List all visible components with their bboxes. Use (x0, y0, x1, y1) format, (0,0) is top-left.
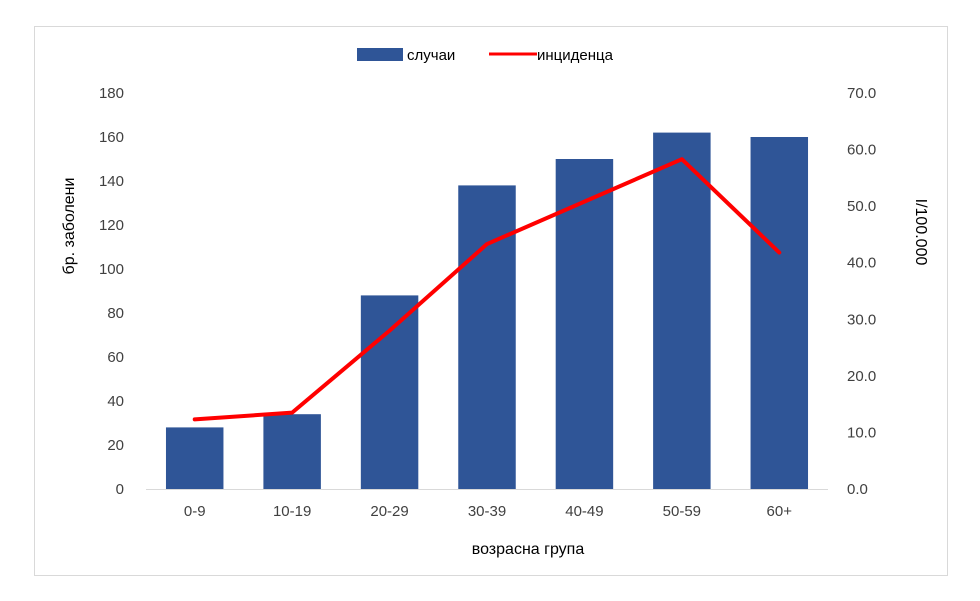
y-axis-right-title: I/100.000 (912, 199, 929, 266)
x-tick-label: 10-19 (273, 503, 311, 520)
x-tick-label: 20-29 (370, 503, 408, 520)
bar-60+ (750, 137, 809, 489)
x-tick-label: 30-39 (468, 503, 506, 520)
y-tick-label-left: 120 (99, 217, 124, 234)
x-axis-title: возрасна група (472, 541, 585, 558)
legend-label-incidence: инциденца (537, 47, 614, 64)
bar-0-9 (165, 427, 224, 489)
y-tick-label-right: 30.0 (847, 311, 876, 328)
x-tick-label: 60+ (767, 503, 793, 520)
y-tick-label-right: 0.0 (847, 481, 868, 498)
y-tick-label-left: 100 (99, 261, 124, 278)
y-tick-label-left: 80 (107, 305, 124, 322)
y-tick-label-left: 140 (99, 173, 124, 190)
bar-10-19 (263, 414, 321, 489)
y-tick-label-right: 20.0 (847, 368, 876, 385)
y-axis-left-title: бр. заболени (61, 178, 78, 275)
y-tick-label-left: 160 (99, 129, 124, 146)
y-axis-right-ticks: 0.0 10.0 20.0 30.0 40.0 50.0 60.0 70.0 (847, 85, 876, 498)
legend-label-cases: случаи (407, 47, 455, 64)
y-tick-label-left: 60 (107, 349, 124, 366)
y-tick-label-right: 40.0 (847, 255, 876, 272)
x-tick-label: 40-49 (565, 503, 603, 520)
y-tick-label-right: 60.0 (847, 142, 876, 159)
y-tick-label-right: 70.0 (847, 85, 876, 102)
x-tick-label: 50-59 (663, 503, 701, 520)
y-tick-label-left: 180 (99, 85, 124, 102)
y-tick-label-left: 40 (107, 393, 124, 410)
legend-swatch-cases (357, 48, 403, 61)
y-axis-left-ticks: 0 20 40 60 80 100 120 140 160 180 (99, 85, 124, 498)
y-tick-label-left: 20 (107, 437, 124, 454)
bar-40-49 (555, 159, 614, 489)
y-tick-label-right: 10.0 (847, 424, 876, 441)
line-series-group (192, 157, 782, 422)
y-tick-label-left: 0 (116, 481, 124, 498)
x-tick-label: 0-9 (184, 503, 206, 520)
y-tick-label-right: 50.0 (847, 198, 876, 215)
legend: случаи инциденца (357, 47, 614, 64)
bar-50-59 (653, 132, 711, 489)
x-axis-ticks: 0-9 10-19 20-29 30-39 40-49 50-59 60+ (184, 503, 792, 520)
bar-20-29 (360, 295, 419, 489)
bar-30-39 (458, 185, 516, 489)
